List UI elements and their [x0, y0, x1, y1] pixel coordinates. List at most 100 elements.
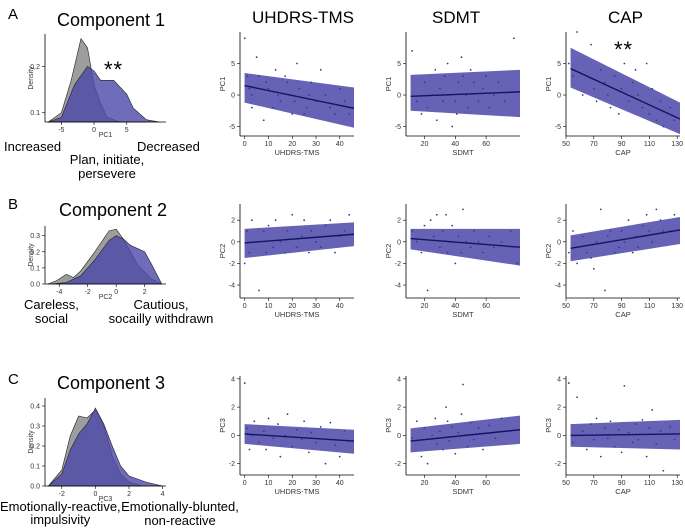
scatter-y-tick-label: 4: [397, 376, 401, 383]
data-point: [572, 75, 574, 78]
data-point: [291, 445, 294, 448]
data-point: [609, 230, 612, 232]
scatter-x-label: SDMT: [452, 310, 474, 319]
data-point: [286, 230, 289, 232]
data-point: [293, 100, 296, 103]
density-y-tick-label: 0.0: [30, 484, 40, 491]
data-point: [488, 235, 491, 238]
pc3-left-label-text: Emotionally-reactive, impulsivity: [0, 499, 121, 527]
data-point: [435, 119, 438, 122]
scatter-x-tick-label: 40: [451, 141, 459, 148]
data-point: [590, 423, 592, 425]
density-y-tick-label: 0.3: [30, 233, 40, 240]
data-point: [590, 43, 592, 46]
scatter-pc2-cap: 50 70 90 110 130 -4 -2 0 2 CAP PC2: [544, 204, 683, 319]
data-point: [307, 94, 310, 96]
density-x-tick-label: -2: [59, 491, 65, 498]
data-point: [277, 94, 279, 96]
data-point: [623, 62, 626, 65]
data-point: [420, 113, 423, 115]
data-point: [272, 246, 275, 249]
confidence-band: [570, 47, 680, 135]
data-point: [438, 430, 441, 433]
scatter-y-tick-label: -5: [555, 124, 561, 131]
data-point: [659, 219, 662, 222]
data-point: [637, 246, 640, 249]
density-x-label: PC1: [99, 132, 113, 138]
regression-line: [244, 84, 355, 109]
data-point: [451, 125, 454, 128]
scatter-pc2-uhdrs-tms: 0 10 20 30 40 -4 -2 0 2 UHDRS-TMS PC2: [218, 204, 355, 319]
data-point: [599, 455, 602, 458]
data-point: [426, 462, 429, 465]
data-point: [286, 413, 289, 416]
data-point: [455, 113, 458, 115]
scatter-x-label: SDMT: [452, 148, 474, 157]
scatter-y-tick-label: 0: [231, 433, 235, 440]
data-point: [246, 75, 249, 78]
scatter-x-tick-label: 10: [265, 141, 273, 148]
data-point: [272, 106, 275, 109]
scatter-x-tick-label: 70: [590, 141, 598, 148]
scatter-x-tick-label: 110: [644, 480, 655, 487]
data-point: [310, 81, 313, 84]
scatter-x-tick-label: 40: [336, 303, 344, 310]
data-point: [315, 441, 317, 444]
density-x-tick-label: 5: [125, 127, 129, 134]
scatter-y-tick-label: -4: [555, 283, 561, 290]
density-plot-pc2: -4 -2 0 2 0.0 0.1 0.2 0.3 PC2 Density: [28, 226, 166, 300]
density-y-tick-label: 0.2: [30, 64, 40, 71]
panel-letter-c: C: [8, 371, 19, 388]
data-point: [426, 106, 429, 109]
data-point: [324, 224, 327, 227]
scatter-x-tick-label: 10: [265, 480, 273, 487]
density-y-label: Density: [28, 66, 35, 90]
data-point: [620, 230, 623, 232]
data-point: [627, 431, 630, 434]
data-point: [446, 420, 449, 423]
data-point: [492, 94, 495, 96]
scatter-y-label: PC3: [544, 418, 553, 433]
data-point: [423, 224, 426, 227]
regression-line: [570, 433, 681, 437]
data-point: [516, 262, 518, 265]
pc2-left-label-text: Careless, social: [24, 297, 79, 326]
data-point: [609, 106, 612, 109]
data-point: [329, 106, 332, 109]
data-point: [497, 81, 500, 84]
scatter-x-label: CAP: [615, 487, 630, 496]
data-point: [651, 409, 654, 411]
data-point: [279, 100, 282, 103]
panel-letter-a: A: [8, 6, 19, 23]
scatter-x-tick-label: 20: [421, 480, 429, 487]
data-point: [446, 251, 449, 254]
scatter-x-tick-label: 50: [562, 141, 570, 148]
confidence-band: [244, 222, 354, 259]
scatter-y-label: PC3: [218, 418, 227, 433]
data-point: [673, 213, 676, 216]
scatter-y-tick-label: -4: [395, 283, 401, 290]
scatter-x-tick-label: 20: [421, 141, 429, 148]
data-point: [451, 224, 454, 227]
data-point: [451, 426, 454, 428]
density-y-tick-label: 0.0: [30, 282, 40, 289]
data-point: [415, 240, 418, 243]
data-point: [512, 37, 515, 40]
density-y-tick-label: 0.1: [30, 110, 40, 117]
scatter-x-tick-label: 0: [243, 141, 247, 148]
pc3-right-label-line-1: Emotionally-blunted,: [121, 499, 239, 514]
scatter-y-tick-label: 2: [231, 218, 235, 225]
data-point: [303, 113, 306, 115]
data-point: [274, 219, 277, 222]
data-point: [296, 62, 298, 65]
data-point: [655, 119, 658, 122]
data-point: [466, 445, 469, 448]
data-point: [277, 423, 279, 425]
data-point: [641, 224, 644, 227]
data-point: [258, 441, 260, 444]
scatter-x-tick-label: 10: [265, 303, 273, 310]
data-point: [648, 113, 651, 115]
scatter-y-tick-label: 0: [231, 239, 235, 246]
data-point: [655, 442, 658, 445]
scatter-x-tick-label: 20: [421, 303, 429, 310]
